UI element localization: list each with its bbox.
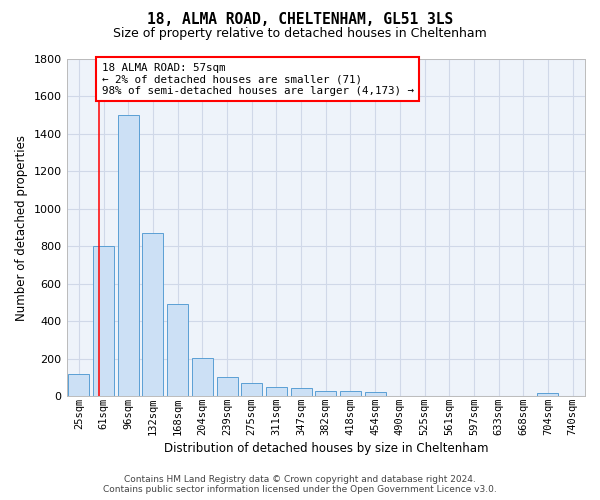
- X-axis label: Distribution of detached houses by size in Cheltenham: Distribution of detached houses by size …: [164, 442, 488, 455]
- Bar: [217, 378, 238, 396]
- Text: 18 ALMA ROAD: 57sqm
← 2% of detached houses are smaller (71)
98% of semi-detache: 18 ALMA ROAD: 57sqm ← 2% of detached hou…: [101, 62, 413, 96]
- Bar: [365, 392, 386, 396]
- Y-axis label: Number of detached properties: Number of detached properties: [15, 134, 28, 320]
- Bar: [538, 394, 559, 396]
- Bar: [266, 387, 287, 396]
- Text: 18, ALMA ROAD, CHELTENHAM, GL51 3LS: 18, ALMA ROAD, CHELTENHAM, GL51 3LS: [147, 12, 453, 28]
- Bar: [68, 374, 89, 396]
- Bar: [167, 304, 188, 396]
- Bar: [142, 233, 163, 396]
- Text: Size of property relative to detached houses in Cheltenham: Size of property relative to detached ho…: [113, 28, 487, 40]
- Bar: [118, 115, 139, 396]
- Text: Contains HM Land Registry data © Crown copyright and database right 2024.
Contai: Contains HM Land Registry data © Crown c…: [103, 474, 497, 494]
- Bar: [290, 388, 311, 396]
- Bar: [315, 390, 336, 396]
- Bar: [192, 358, 213, 396]
- Bar: [241, 383, 262, 396]
- Bar: [93, 246, 114, 396]
- Bar: [340, 392, 361, 396]
